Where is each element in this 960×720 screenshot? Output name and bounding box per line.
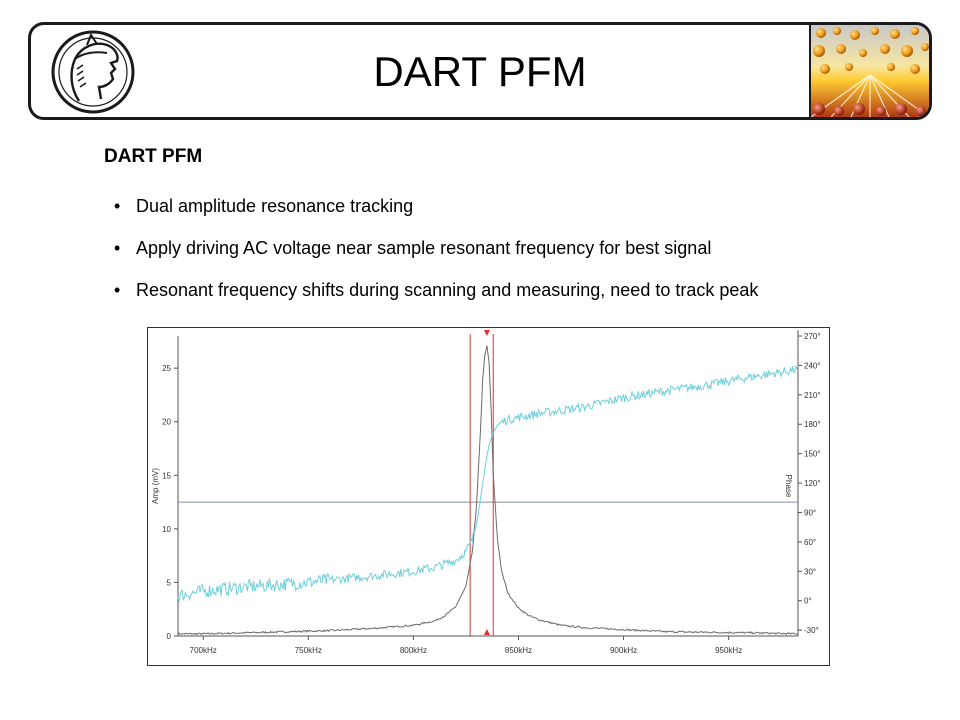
resonance-chart-svg: 0 5 10 15 20 25 -30° 0° 30° 60° 90° 120° 150° 180° 210… — [151, 330, 821, 655]
peak-marker-bottom — [483, 629, 490, 635]
x-tick-label: 950kHz — [715, 646, 742, 655]
bullet-dot-icon: • — [114, 280, 121, 300]
bullet-text: Resonant frequency shifts during scannin… — [136, 280, 759, 300]
resonance-chart: 0 5 10 15 20 25 -30° 0° 30° 60° 90° 120° 150° 180° 210… — [147, 327, 830, 666]
bullet-list: • Dual amplitude resonance tracking • Appl… — [114, 196, 758, 322]
bullet-text: Apply driving AC voltage near sample res… — [136, 238, 712, 258]
y-right-tick-label: 60° — [804, 538, 816, 547]
bullet-item: • Dual amplitude resonance tracking — [114, 196, 758, 219]
y-right-tick-label: 210° — [804, 391, 821, 400]
y-right-tick-label: 0° — [804, 597, 812, 606]
bullet-dot-icon: • — [114, 238, 121, 258]
x-tick-label: 750kHz — [295, 646, 322, 655]
bullet-text: Dual amplitude resonance tracking — [136, 196, 414, 216]
y-right-tick-label: 240° — [804, 361, 821, 370]
y-right-tick-label: 150° — [804, 450, 821, 459]
crystal-lattice-image — [809, 25, 929, 117]
x-tick-label: 900kHz — [610, 646, 637, 655]
y-right-tick-label: 90° — [804, 508, 816, 517]
y-right-tick-label: 270° — [804, 332, 821, 341]
y-left-tick-label: 20 — [162, 418, 171, 427]
y-right-tick-label: -30° — [804, 626, 819, 635]
y-left-tick-label: 25 — [162, 364, 171, 373]
bullet-dot-icon: • — [114, 196, 121, 216]
y-right-tick-label: 180° — [804, 420, 821, 429]
amplitude-series-line — [177, 345, 799, 636]
bullet-item: • Resonant frequency shifts during scanni… — [114, 280, 758, 303]
phase-series-line — [177, 364, 799, 602]
y-right-tick-label: 30° — [804, 567, 816, 576]
y-axis-left-title: Amp (mV) — [151, 468, 160, 504]
x-tick-label: 850kHz — [505, 646, 532, 655]
y-axis-right-title: Phase — [784, 475, 793, 498]
minerva-head-logo-icon — [51, 30, 135, 114]
bullet-item: • Apply driving AC voltage near sample re… — [114, 238, 758, 261]
peak-marker-top — [483, 330, 490, 336]
slide-title: DART PFM — [373, 48, 587, 95]
title-banner: DART PFM — [28, 22, 932, 120]
y-left-tick-label: 15 — [162, 471, 171, 480]
y-right-tick-label: 120° — [804, 479, 821, 488]
y-left-tick-label: 5 — [167, 578, 172, 587]
x-tick-label: 700kHz — [190, 646, 217, 655]
y-left-tick-label: 0 — [167, 632, 172, 641]
y-left-tick-label: 10 — [162, 525, 171, 534]
x-tick-label: 800kHz — [400, 646, 427, 655]
section-heading: DART PFM — [104, 146, 203, 167]
